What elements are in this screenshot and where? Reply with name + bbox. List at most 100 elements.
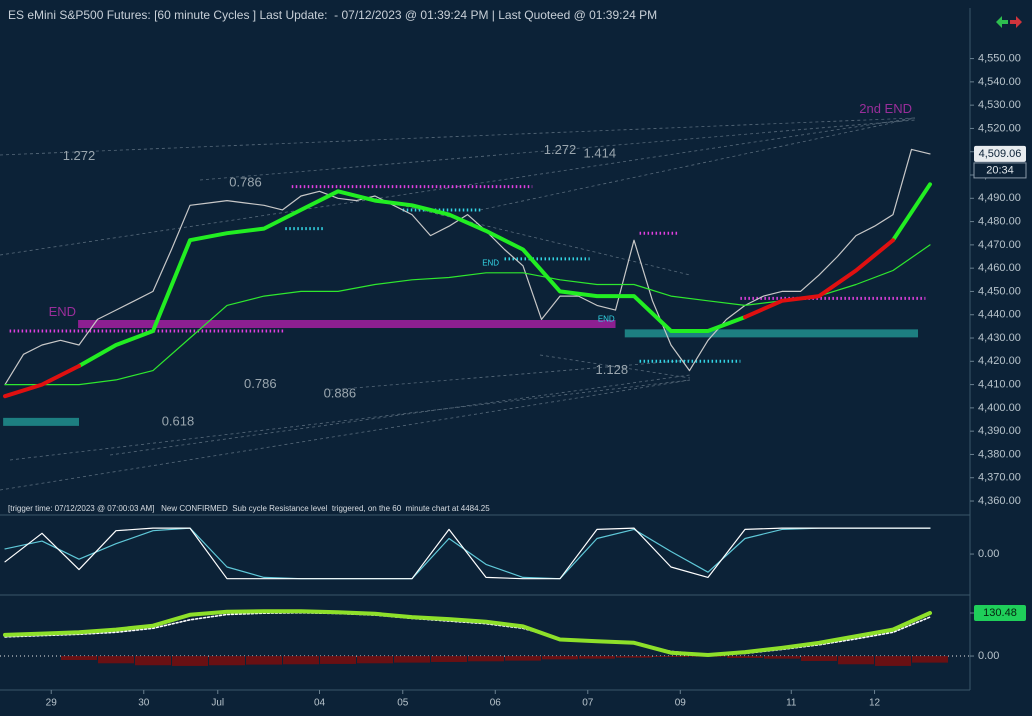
histogram-bar — [912, 656, 949, 663]
y-tick-label: 4,470.00 — [978, 239, 1021, 251]
histogram-bar — [97, 656, 135, 664]
y-tick-label: 4,460.00 — [978, 262, 1021, 274]
panel: [trigger time: 07/12/2023 @ 07:00:03 AM]… — [4, 504, 999, 580]
y-tick-label: 4,390.00 — [978, 425, 1021, 437]
x-tick-label: 12 — [869, 698, 881, 709]
x-tick-label: 30 — [138, 698, 150, 709]
histogram-bar — [727, 656, 764, 659]
annotation: 0.618 — [162, 413, 195, 428]
panel: ES eMini S&P500 Futures: [60 minute Cycl… — [3, 8, 1027, 507]
series-line — [3, 609, 932, 657]
y-tick-label: 4,380.00 — [978, 448, 1021, 460]
y-tick-label: 4,370.00 — [978, 472, 1021, 484]
x-tick-label: 05 — [397, 698, 409, 709]
x-tick-label: 11 — [786, 698, 797, 709]
annotation: 2nd END — [859, 101, 912, 116]
histogram-bar — [579, 656, 616, 659]
histogram-bar — [505, 656, 542, 661]
annotation: END — [482, 259, 499, 268]
series-line — [4, 148, 931, 386]
annotation: 1.272 — [544, 142, 577, 157]
fan-line — [539, 354, 691, 379]
fan-line — [0, 117, 916, 256]
histogram-bar — [357, 656, 394, 664]
arrow-right[interactable] — [1010, 16, 1022, 28]
y-tick-label: 130.48 — [983, 607, 1017, 619]
histogram-bar — [616, 656, 653, 658]
price-marker — [974, 145, 1026, 162]
y-tick-label: 4,420.00 — [978, 355, 1021, 367]
plot-area — [4, 527, 931, 580]
x-tick-label: Jul — [211, 698, 224, 709]
y-tick-label: 4,550.00 — [978, 52, 1021, 64]
fan-line — [0, 379, 691, 491]
panel: 130.48 0.00 29 30 Jul 04 05 06 07 09 11 12 — [0, 605, 1026, 709]
histogram-bar — [875, 656, 912, 666]
chart-title: ES eMini S&P500 Futures: [60 minute Cycl… — [8, 8, 657, 22]
panel-frame — [0, 8, 971, 691]
y-tick-label: 4,450.00 — [978, 285, 1021, 297]
trigger-message: [trigger time: 07/12/2023 @ 07:00:03 AM]… — [8, 504, 490, 513]
y-tick-label: 4,400.00 — [978, 402, 1021, 414]
y-tick-label: 4,440.00 — [978, 309, 1021, 321]
histogram-bar — [135, 656, 172, 666]
x-tick-label: 07 — [582, 698, 594, 709]
fan-line — [329, 359, 691, 391]
histogram-bar — [320, 656, 357, 664]
series-line — [4, 527, 931, 580]
annotation: 0.886 — [324, 385, 357, 400]
annotation: 0.786 — [229, 175, 262, 190]
x-tick-label: 29 — [46, 698, 58, 709]
y-tick-label: 4,530.00 — [978, 99, 1021, 111]
x-tick-label: 06 — [490, 698, 502, 709]
plot-area — [3, 148, 932, 426]
arrow-left[interactable] — [996, 16, 1008, 28]
histogram-bar — [172, 656, 209, 666]
histogram-bar — [246, 656, 283, 665]
series-line — [3, 238, 895, 399]
price-marker-label: 4,509.06 — [979, 148, 1022, 160]
y-tick-label: 4,430.00 — [978, 332, 1021, 344]
toolbar-icon[interactable] — [996, 16, 1022, 28]
histogram-bar — [653, 656, 690, 658]
fan-line — [9, 379, 691, 461]
annotation: 1.128 — [596, 362, 629, 377]
last-value-box — [974, 605, 1026, 622]
timer-box — [973, 162, 1027, 179]
histogram-bar — [209, 656, 246, 666]
y-tick-label: 4,360.00 — [978, 495, 1021, 507]
timer-label: 20:34 — [986, 164, 1014, 176]
y-tick-label: 4,410.00 — [978, 378, 1021, 390]
annotation: END — [49, 304, 76, 319]
x-tick-label: 09 — [675, 698, 687, 709]
series-line — [4, 527, 931, 580]
fan-line — [109, 374, 691, 456]
y-tick-label: 0.00 — [978, 548, 999, 560]
histogram-bar — [838, 656, 875, 665]
histogram-bar — [283, 656, 320, 665]
histogram-bar — [542, 656, 579, 660]
histogram-bar — [801, 656, 838, 661]
x-tick-label: 04 — [314, 698, 326, 709]
annotation: 1.414 — [584, 145, 617, 160]
y-tick-label: 4,480.00 — [978, 215, 1021, 227]
histogram-bar — [60, 656, 97, 660]
annotation: 0.786 — [244, 376, 277, 391]
histogram-bar — [764, 656, 801, 659]
fan-line — [0, 117, 916, 156]
annotation: END — [598, 314, 615, 323]
y-tick-label: 0.00 — [978, 650, 999, 662]
histogram-bar — [468, 656, 505, 662]
y-tick-label: 4,490.00 — [978, 192, 1021, 204]
y-tick-label: 4,540.00 — [978, 76, 1021, 88]
histogram-bar — [394, 656, 431, 663]
series-line — [77, 182, 932, 368]
annotation: 1.272 — [63, 148, 96, 163]
histogram-bar — [431, 656, 468, 662]
fib-fan-lines — [0, 117, 916, 491]
plot-area — [0, 609, 970, 666]
fan-line — [479, 117, 916, 211]
